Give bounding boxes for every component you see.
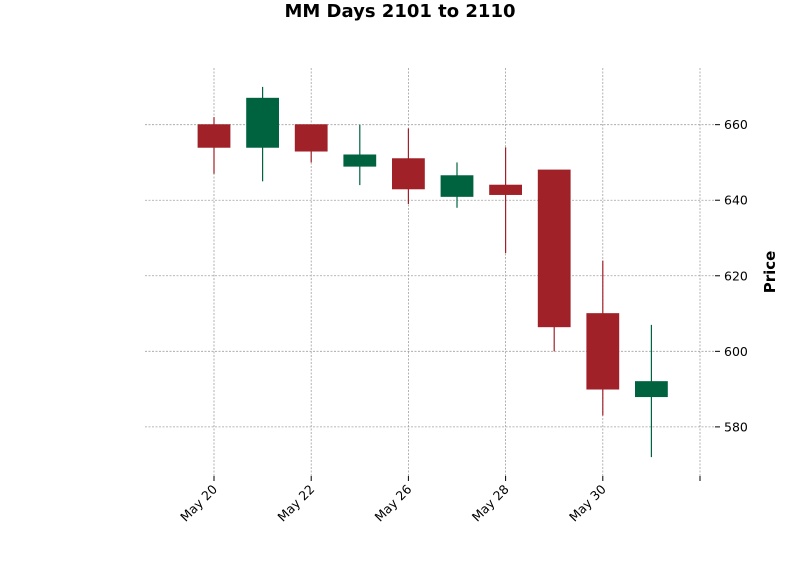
candle-body xyxy=(197,124,231,148)
candle-body xyxy=(586,313,620,390)
y-axis: 580 600 620 640 660 xyxy=(715,117,748,434)
candle-down xyxy=(294,124,328,163)
candle-up xyxy=(343,124,377,186)
chart-title: MM Days 2101 to 2110 xyxy=(284,1,515,22)
candles xyxy=(197,86,668,458)
candle-body xyxy=(635,381,668,398)
candle-body xyxy=(343,154,377,167)
candle-up xyxy=(246,86,280,182)
x-axis: May 20 May 22 May 26 May 28 May 30 xyxy=(177,476,701,525)
candle-body xyxy=(537,169,571,328)
candle-body xyxy=(440,175,474,197)
x-tick-label: May 28 xyxy=(469,481,512,524)
candle-down xyxy=(391,128,425,204)
y-tick-label: 600 xyxy=(724,344,748,359)
grid-lines xyxy=(145,68,715,476)
y-tick-label: 660 xyxy=(724,117,748,132)
candle-down xyxy=(489,147,523,254)
x-tick-label: May 20 xyxy=(177,481,220,524)
candle-down xyxy=(197,117,231,174)
y-tick-label: 640 xyxy=(724,193,748,208)
y-tick-label: 580 xyxy=(724,419,748,434)
y-tick-label: 620 xyxy=(724,268,748,283)
candle-up xyxy=(440,162,474,208)
candle-body xyxy=(294,124,328,152)
candle-down xyxy=(537,169,571,352)
x-tick-label: May 22 xyxy=(274,482,317,525)
candle-body xyxy=(489,184,523,195)
candle-up xyxy=(635,324,668,458)
y-axis-label: Price xyxy=(761,251,779,294)
x-tick-label: May 26 xyxy=(372,481,415,524)
x-tick-label: May 30 xyxy=(566,481,609,524)
candle-body xyxy=(391,158,425,190)
candle-body xyxy=(246,97,280,148)
candle-down xyxy=(586,260,620,416)
